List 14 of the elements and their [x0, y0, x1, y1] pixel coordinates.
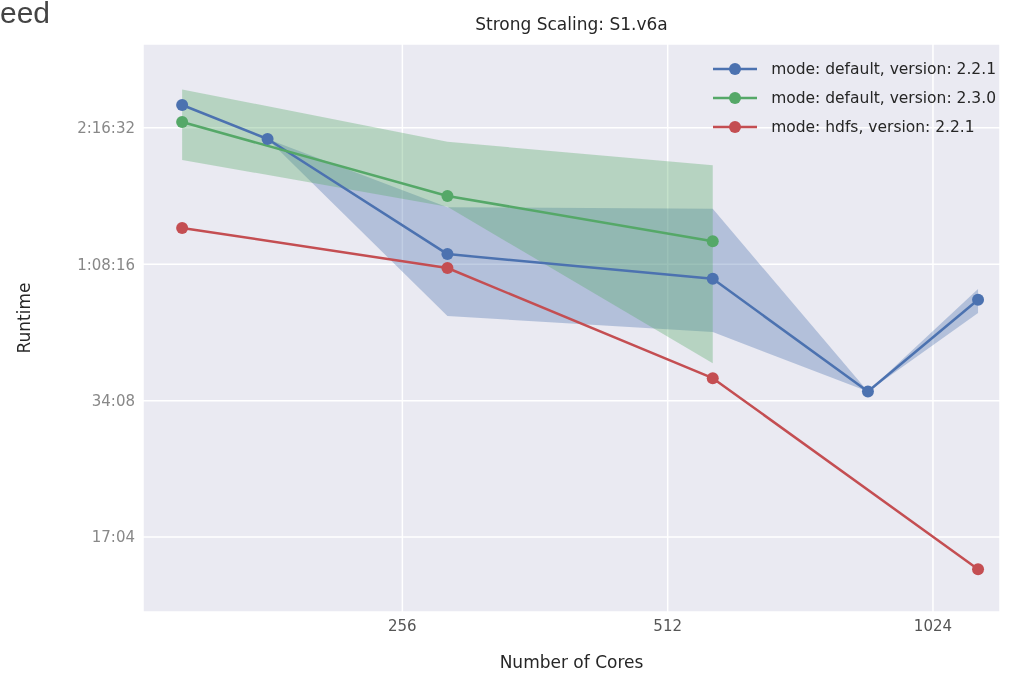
y-tick-label: 1:08:16	[77, 255, 135, 274]
legend-label: mode: default, version: 2.2.1	[771, 59, 996, 78]
x-tick-label: 1024	[913, 616, 953, 635]
y-tick-label: 2:16:32	[77, 119, 135, 138]
text: eed	[0, 0, 51, 30]
y-tick-label: 17:04	[91, 528, 135, 547]
x-tick-label: 512	[653, 616, 682, 635]
y-tick-label: 34:08	[91, 391, 135, 410]
legend-label: mode: hdfs, version: 2.2.1	[771, 117, 975, 136]
chart-title: Strong Scaling: S1.v6a	[474, 14, 669, 34]
legend-label: mode: default, version: 2.3.0	[771, 88, 996, 107]
x-tick-label: 256	[388, 616, 417, 635]
x-axis-title: Number of Cores	[498, 652, 645, 672]
y-axis-title: Runtime	[14, 282, 34, 354]
